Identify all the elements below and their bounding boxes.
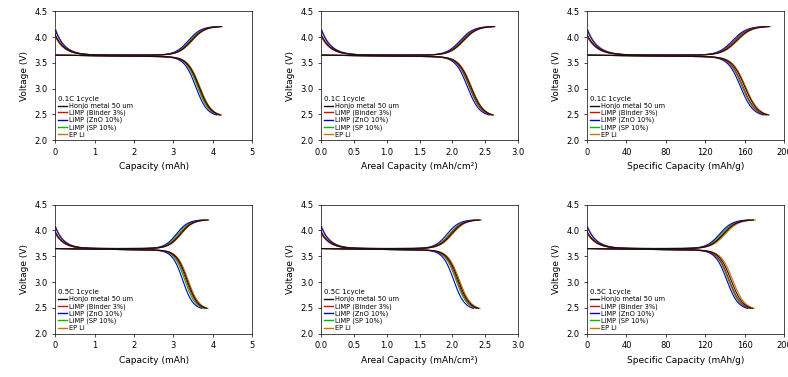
X-axis label: Specific Capacity (mAh/g): Specific Capacity (mAh/g) <box>627 356 744 365</box>
Y-axis label: Voltage (V): Voltage (V) <box>286 51 295 101</box>
Legend: Honjo metal 50 um, LiMP (Binder 3%), LiMP (ZnO 10%), LiMP (SP 10%), EP Li: Honjo metal 50 um, LiMP (Binder 3%), LiM… <box>589 95 666 138</box>
X-axis label: Specific Capacity (mAh/g): Specific Capacity (mAh/g) <box>627 162 744 172</box>
Legend: Honjo metal 50 um, LiMP (Binder 3%), LiMP (ZnO 10%), LiMP (SP 10%), EP Li: Honjo metal 50 um, LiMP (Binder 3%), LiM… <box>323 289 400 332</box>
Y-axis label: Voltage (V): Voltage (V) <box>20 244 28 294</box>
Y-axis label: Voltage (V): Voltage (V) <box>286 244 295 294</box>
Y-axis label: Voltage (V): Voltage (V) <box>20 51 28 101</box>
X-axis label: Areal Capacity (mAh/cm²): Areal Capacity (mAh/cm²) <box>361 162 478 172</box>
Y-axis label: Voltage (V): Voltage (V) <box>552 244 560 294</box>
Legend: Honjo metal 50 um, LiMP (Binder 3%), LiMP (ZnO 10%), LiMP (SP 10%), EP Li: Honjo metal 50 um, LiMP (Binder 3%), LiM… <box>589 289 666 332</box>
Legend: Honjo metal 50 um, LiMP (Binder 3%), LiMP (ZnO 10%), LiMP (SP 10%), EP Li: Honjo metal 50 um, LiMP (Binder 3%), LiM… <box>58 95 134 138</box>
Legend: Honjo metal 50 um, LiMP (Binder 3%), LiMP (ZnO 10%), LiMP (SP 10%), EP Li: Honjo metal 50 um, LiMP (Binder 3%), LiM… <box>323 95 400 138</box>
X-axis label: Capacity (mAh): Capacity (mAh) <box>119 356 188 365</box>
X-axis label: Capacity (mAh): Capacity (mAh) <box>119 162 188 172</box>
X-axis label: Areal Capacity (mAh/cm²): Areal Capacity (mAh/cm²) <box>361 356 478 365</box>
Y-axis label: Voltage (V): Voltage (V) <box>552 51 560 101</box>
Legend: Honjo metal 50 um, LiMP (Binder 3%), LiMP (ZnO 10%), LiMP (SP 10%), EP Li: Honjo metal 50 um, LiMP (Binder 3%), LiM… <box>58 289 134 332</box>
